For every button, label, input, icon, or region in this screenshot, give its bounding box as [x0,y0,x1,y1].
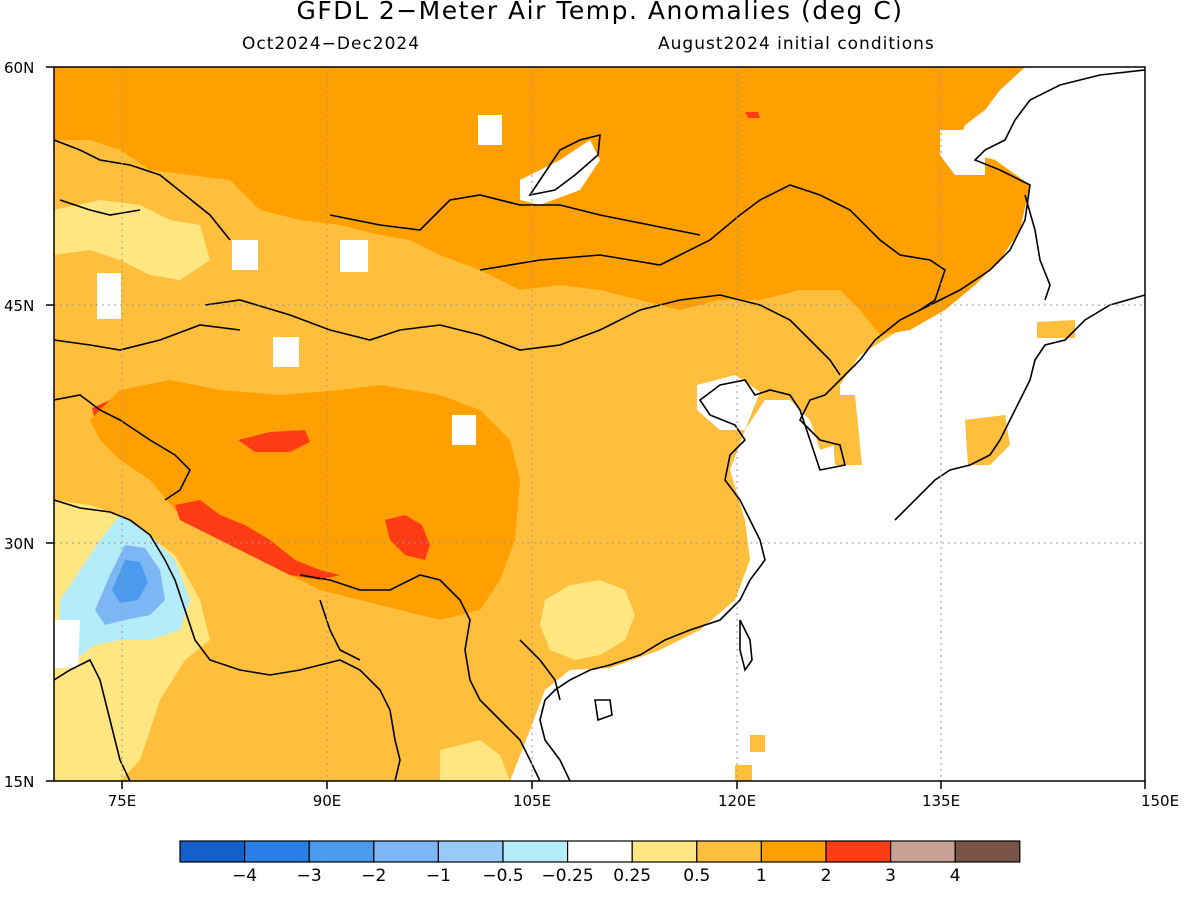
plot-frame [53,66,1146,782]
legend-swatch [308,840,375,863]
anomaly-region-taiwan [750,735,765,752]
legend-tick-label: 1 [755,866,767,886]
legend-swatch [244,840,310,863]
color-legend [179,840,1021,863]
anomaly-region-half-to-1-south [540,580,635,660]
anomaly-region-japan [965,415,1010,465]
anomaly-region-korea [830,395,862,465]
legend-swatch [373,840,439,863]
lon-label: 90E [312,792,342,810]
legend-swatch [696,840,762,863]
lon-label: 75E [107,792,137,810]
legend-tick-label: −3 [296,866,322,886]
lon-label: 105E [512,792,552,810]
legend-tick-label: 4 [949,866,961,886]
anomaly-region-red-tibet-top [385,515,430,560]
lat-label: 60N [4,59,35,77]
legend-swatch [954,840,1021,863]
axis-ticks [46,66,1146,789]
lon-label: 135E [921,792,961,810]
initial-conditions: August2024 initial conditions [658,34,935,54]
legend-tick-label: −0.25 [541,866,594,886]
legend-tick-label: 0.5 [683,866,711,886]
anomaly-region-hokkaido [1037,320,1075,338]
anomaly-region-philippines [735,765,752,781]
legend-swatch [502,840,569,863]
anomaly-region-negative-core [112,560,148,603]
anomaly-field [54,67,1145,781]
anomaly-region-2to3-central [90,380,520,620]
legend-swatch [437,840,504,863]
anomaly-region-half-to-1-west [54,200,210,280]
coastlines [54,69,1145,781]
legend-tick-label: −2 [361,866,387,886]
legend-tick-label: 3 [885,866,897,886]
legend-tick-label: −4 [232,866,258,886]
legend-tick-label: −0.5 [482,866,524,886]
anomaly-region-red-himalaya-top [175,500,340,580]
legend-swatch [566,840,633,863]
legend-swatch [179,840,246,863]
legend-tick-label: 0.25 [613,866,652,886]
map-title: GFDL 2−Meter Air Temp. Anomalies (deg C) [296,0,904,25]
anomaly-region-half-to-1-indochina [440,740,510,781]
lon-label: 150E [1140,792,1180,810]
anomaly-region-red-siberia [745,112,760,118]
gridlines [54,67,1145,781]
lat-label: 30N [4,535,35,553]
legend-swatch [825,840,892,863]
legend-tick-label: 2 [820,866,832,886]
forecast-period: Oct2024−Dec2024 [242,34,421,54]
legend-swatch [631,840,698,863]
lat-label: 45N [4,297,35,315]
legend-tick-label: −1 [425,866,451,886]
anomaly-region-red-central-top [238,430,310,452]
lat-label: 15N [4,773,35,791]
legend-swatch [760,840,827,863]
legend-swatch [889,840,956,863]
lon-label: 120E [717,792,757,810]
